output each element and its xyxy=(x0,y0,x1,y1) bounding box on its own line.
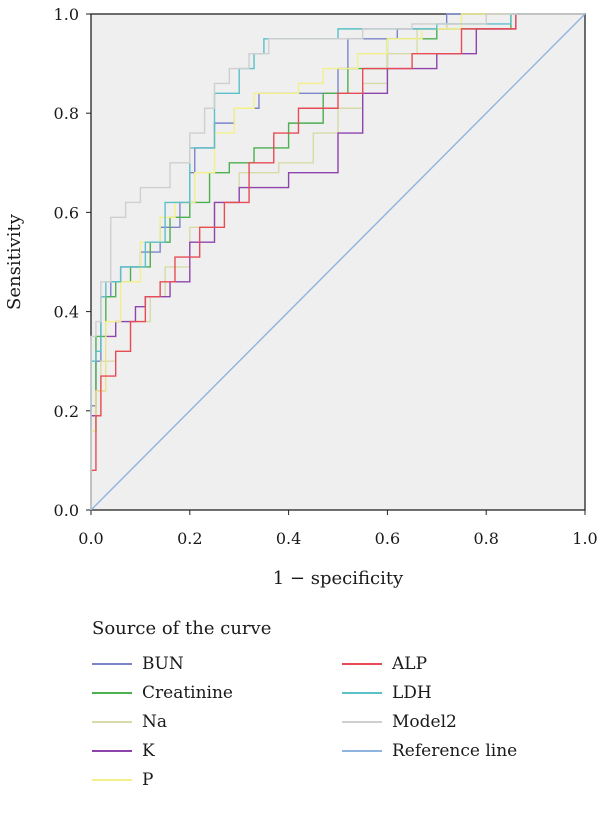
x-tick-label: 0.0 xyxy=(78,529,103,548)
x-tick-label: 1.0 xyxy=(572,529,597,548)
legend-swatch xyxy=(342,662,382,665)
legend-label: K xyxy=(142,740,155,761)
legend-item-k: K xyxy=(92,736,342,765)
x-axis-title: 1 − specificity xyxy=(273,568,404,589)
legend-swatch xyxy=(92,720,132,723)
legend-grid: BUN ALP Creatinine LDH Na Model2 K Reference li… xyxy=(92,649,572,794)
series-layer xyxy=(90,13,586,511)
legend-label: BUN xyxy=(142,653,184,674)
legend-title: Source of the curve xyxy=(92,618,272,639)
x-tick-label: 0.8 xyxy=(473,529,498,548)
x-tick-label: 0.4 xyxy=(276,529,301,548)
legend-label: Reference line xyxy=(392,740,518,761)
series-line-model2 xyxy=(90,13,585,510)
legend-label: ALP xyxy=(392,653,428,674)
legend: Source of the curve BUN ALP Creatinine LDH N… xyxy=(92,618,572,794)
x-tick-label: 0.2 xyxy=(177,529,202,548)
legend-item-bun: BUN xyxy=(92,649,342,678)
y-tick-label: 0.8 xyxy=(54,104,79,123)
y-tick-label: 0.2 xyxy=(54,402,79,421)
legend-label: Na xyxy=(142,711,168,732)
legend-label: LDH xyxy=(392,682,432,703)
legend-item-alp: ALP xyxy=(342,649,572,678)
legend-empty xyxy=(342,765,572,794)
axis-ticks: 0.0 0.2 0.4 0.6 0.8 1.0 0.0 0.2 0.4 0.6 0.8 1.0 xyxy=(54,5,598,548)
y-tick-label: 0.0 xyxy=(54,501,79,520)
legend-swatch xyxy=(342,749,382,752)
y-tick-label: 0.6 xyxy=(54,203,79,222)
y-tick-label: 0.4 xyxy=(54,303,79,322)
legend-label: Creatinine xyxy=(142,682,233,703)
legend-item-ldh: LDH xyxy=(342,678,572,707)
legend-swatch xyxy=(92,662,132,665)
legend-swatch xyxy=(92,778,132,781)
legend-item-creatinine: Creatinine xyxy=(92,678,342,707)
y-tick-label: 1.0 xyxy=(54,5,79,24)
legend-swatch xyxy=(342,720,382,723)
legend-swatch xyxy=(342,691,382,694)
roc-chart: 0.0 0.2 0.4 0.6 0.8 1.0 0.0 0.2 0.4 0.6 0.8 1.0 1 −… xyxy=(4,5,598,589)
series-line-alp xyxy=(90,13,585,510)
legend-item-model2: Model2 xyxy=(342,707,572,736)
legend-label: P xyxy=(142,769,154,790)
legend-item-p: P xyxy=(92,765,342,794)
y-axis-title: Sensitivity xyxy=(4,213,25,310)
x-tick-label: 0.6 xyxy=(375,529,400,548)
legend-item-na: Na xyxy=(92,707,342,736)
series-line-k xyxy=(90,13,585,510)
series-line-reference-line xyxy=(90,13,586,511)
legend-swatch xyxy=(92,749,132,752)
legend-item-reference-line: Reference line xyxy=(342,736,572,765)
legend-swatch xyxy=(92,691,132,694)
legend-label: Model2 xyxy=(392,711,457,732)
